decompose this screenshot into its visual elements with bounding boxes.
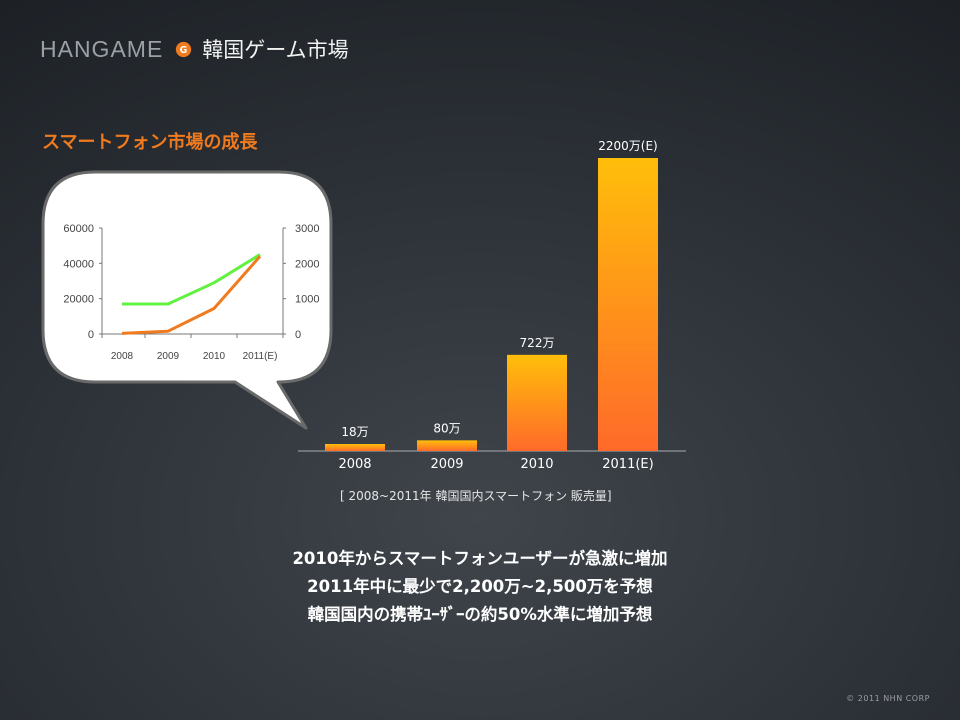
right-tick-label: 2000 — [295, 258, 319, 270]
bar-value-label: 722万 — [520, 336, 555, 350]
bar — [598, 158, 658, 451]
bar-value-label: 2200万(E) — [598, 139, 658, 153]
header: HANGAME G 韓国ゲーム市場 — [40, 34, 349, 64]
bar — [325, 444, 385, 451]
bar-category-label: 2008 — [338, 457, 371, 472]
bar — [417, 440, 477, 451]
bar-category-label: 2011(E) — [602, 457, 653, 472]
hangame-logo-icon: G — [176, 41, 192, 57]
brand-name: HANGAME — [40, 35, 164, 62]
left-tick-label: 60000 — [63, 223, 94, 235]
x-tick-label: 2010 — [203, 351, 226, 362]
section-title: スマートフォン市場の成長 — [42, 132, 258, 153]
bar-value-label: 18万 — [341, 425, 368, 439]
left-tick-label: 0 — [88, 329, 94, 341]
page-title: 韓国ゲーム市場 — [202, 38, 349, 62]
bar-category-label: 2010 — [520, 457, 553, 472]
x-tick-label: 2009 — [157, 351, 180, 362]
x-tick-label: 2011(E) — [243, 351, 278, 362]
copyright: © 2011 NHN CORP — [846, 694, 930, 703]
left-tick-label: 40000 — [63, 258, 94, 270]
source-note: [ 2008~2011年 韓国国内スマートフォン 販売量] — [340, 489, 612, 503]
bar-value-label: 80万 — [433, 421, 460, 435]
right-tick-label: 0 — [295, 329, 301, 341]
x-tick-label: 2008 — [111, 351, 134, 362]
summary-line: 2010年からスマートフォンユーザーが急激に増加 — [292, 549, 668, 568]
logo-letter: G — [180, 44, 188, 55]
series-line-green — [122, 253, 261, 306]
summary-line: 2011年中に最少で2,200万~2,500万を予想 — [307, 577, 653, 596]
right-tick-label: 3000 — [295, 223, 319, 235]
bar — [507, 354, 567, 451]
summary-line: 韓国国内の携帯ﾕｰｻﾞｰの約50%水準に増加予想 — [307, 605, 653, 624]
left-tick-label: 20000 — [63, 294, 94, 306]
right-tick-label: 1000 — [295, 294, 319, 306]
bar-category-label: 2009 — [430, 457, 463, 472]
series-line-orange — [121, 255, 262, 335]
summary-text: 2010年からスマートフォンユーザーが急激に増加 2011年中に最少で2,200… — [0, 545, 960, 629]
